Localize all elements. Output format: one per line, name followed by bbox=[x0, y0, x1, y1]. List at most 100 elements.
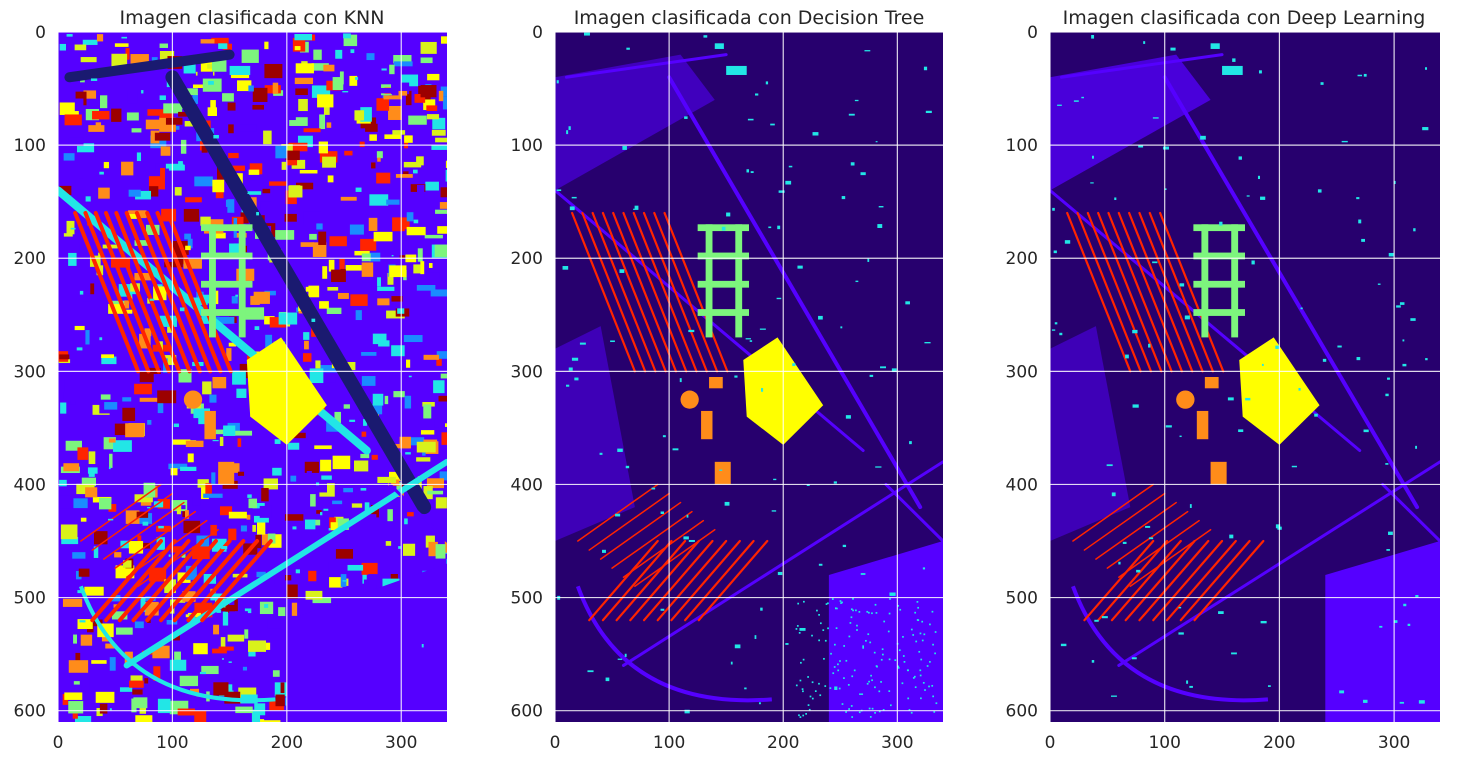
pixel-cluster bbox=[386, 199, 400, 205]
pixel-cluster bbox=[157, 390, 177, 404]
pixel-cluster bbox=[424, 234, 443, 239]
pixel-cluster bbox=[354, 442, 359, 456]
noise-pixel bbox=[807, 704, 810, 706]
noise-pixel bbox=[899, 608, 902, 611]
pixel-cluster bbox=[426, 478, 444, 489]
pixel-cluster bbox=[212, 179, 225, 193]
pixel-cluster bbox=[389, 265, 407, 278]
parking-row bbox=[1138, 539, 1210, 622]
pixel-cluster bbox=[309, 233, 317, 240]
cyan-segment bbox=[1298, 388, 1301, 391]
noise-pixel bbox=[888, 658, 891, 661]
pixel-cluster bbox=[194, 176, 213, 187]
pixel-cluster bbox=[296, 307, 300, 313]
pixel-cluster bbox=[295, 88, 308, 96]
pixel-cluster bbox=[192, 94, 198, 104]
noise-pixel bbox=[847, 684, 850, 686]
cyan-segment bbox=[99, 171, 104, 175]
pixel-cluster bbox=[105, 643, 115, 649]
pixel-cluster bbox=[227, 102, 236, 111]
pixel-cluster bbox=[232, 679, 236, 691]
pixel-cluster bbox=[148, 176, 165, 190]
pixel-cluster bbox=[252, 502, 265, 509]
cyan-segment bbox=[216, 609, 221, 613]
road bbox=[1059, 53, 1224, 79]
pixel-cluster bbox=[329, 577, 343, 588]
pixel-cluster bbox=[218, 646, 234, 651]
road bbox=[1162, 75, 1420, 510]
cyan-segment bbox=[860, 172, 866, 176]
pixel-cluster bbox=[68, 701, 84, 714]
pixel-cluster bbox=[182, 591, 196, 602]
parking-row bbox=[611, 510, 693, 569]
cyan-segment bbox=[617, 658, 623, 660]
noise-pixel bbox=[913, 675, 916, 678]
noise-pixel bbox=[799, 716, 802, 718]
pixel-cluster bbox=[162, 624, 179, 636]
pixel-cluster bbox=[85, 330, 90, 345]
noise-pixel bbox=[850, 616, 853, 619]
pixel-cluster bbox=[180, 139, 187, 154]
parking-row bbox=[91, 492, 174, 551]
pixel-cluster bbox=[399, 255, 405, 259]
pixel-cluster bbox=[59, 495, 74, 509]
building bbox=[1193, 309, 1245, 316]
cyan-segment bbox=[679, 378, 682, 383]
pixel-cluster bbox=[165, 117, 183, 125]
cyan-segment bbox=[684, 116, 688, 119]
pixel-cluster bbox=[284, 514, 304, 521]
noise-pixel bbox=[919, 674, 922, 677]
pixel-cluster bbox=[114, 43, 129, 47]
pixel-cluster bbox=[387, 272, 394, 285]
pixel-cluster bbox=[211, 472, 216, 485]
cyan-segment bbox=[556, 189, 562, 192]
cyan-segment bbox=[1413, 228, 1416, 232]
pixel-cluster bbox=[303, 211, 322, 225]
pixel-cluster bbox=[147, 109, 164, 116]
cyan-segment bbox=[1057, 104, 1062, 106]
cyan-segment bbox=[771, 510, 777, 512]
cyan-segment bbox=[328, 528, 331, 531]
noise-pixel bbox=[919, 669, 922, 672]
noise-pixel bbox=[878, 710, 881, 713]
cyan-segment bbox=[405, 452, 411, 455]
pixel-cluster bbox=[219, 506, 233, 516]
pixel-cluster bbox=[153, 501, 164, 508]
cyan-segment bbox=[235, 294, 239, 297]
parking-row bbox=[186, 539, 260, 623]
cyan-segment bbox=[1363, 73, 1367, 77]
noise-pixel bbox=[856, 624, 858, 627]
cyan-segment bbox=[1403, 603, 1407, 607]
pixel-cluster bbox=[406, 359, 413, 368]
cyan-segment bbox=[834, 686, 838, 690]
pixel-cluster bbox=[139, 397, 158, 402]
pixel-cluster bbox=[371, 505, 379, 518]
y-tick-label: 600 bbox=[511, 702, 543, 722]
pixel-cluster bbox=[352, 479, 371, 494]
pixel-cluster bbox=[116, 627, 133, 635]
y-tick-label: 600 bbox=[1006, 702, 1038, 722]
cyan-segment bbox=[726, 65, 747, 75]
cyan-segment bbox=[391, 255, 394, 257]
pixel-cluster bbox=[332, 500, 343, 505]
pixel-cluster bbox=[435, 209, 447, 214]
noise-pixel bbox=[934, 652, 936, 655]
pixel-cluster bbox=[431, 145, 447, 150]
pixel-cluster bbox=[425, 535, 435, 548]
pixel-cluster bbox=[284, 213, 297, 222]
cyan-segment bbox=[1410, 318, 1416, 321]
cyan-segment bbox=[891, 368, 897, 373]
pixel-cluster bbox=[248, 498, 258, 509]
pixel-cluster bbox=[149, 186, 159, 197]
pixel-cluster bbox=[425, 407, 430, 417]
noise-pixel bbox=[796, 625, 799, 627]
pixel-cluster bbox=[373, 231, 393, 242]
x-tick-label: 0 bbox=[1045, 733, 1056, 753]
pixel-cluster bbox=[182, 507, 187, 518]
cyan-segment bbox=[247, 494, 252, 498]
pixel-cluster bbox=[399, 436, 412, 449]
y-tick-label: 200 bbox=[511, 249, 543, 269]
cyan-segment bbox=[228, 661, 232, 663]
pixel-cluster bbox=[378, 340, 390, 347]
pixel-cluster bbox=[440, 36, 447, 44]
